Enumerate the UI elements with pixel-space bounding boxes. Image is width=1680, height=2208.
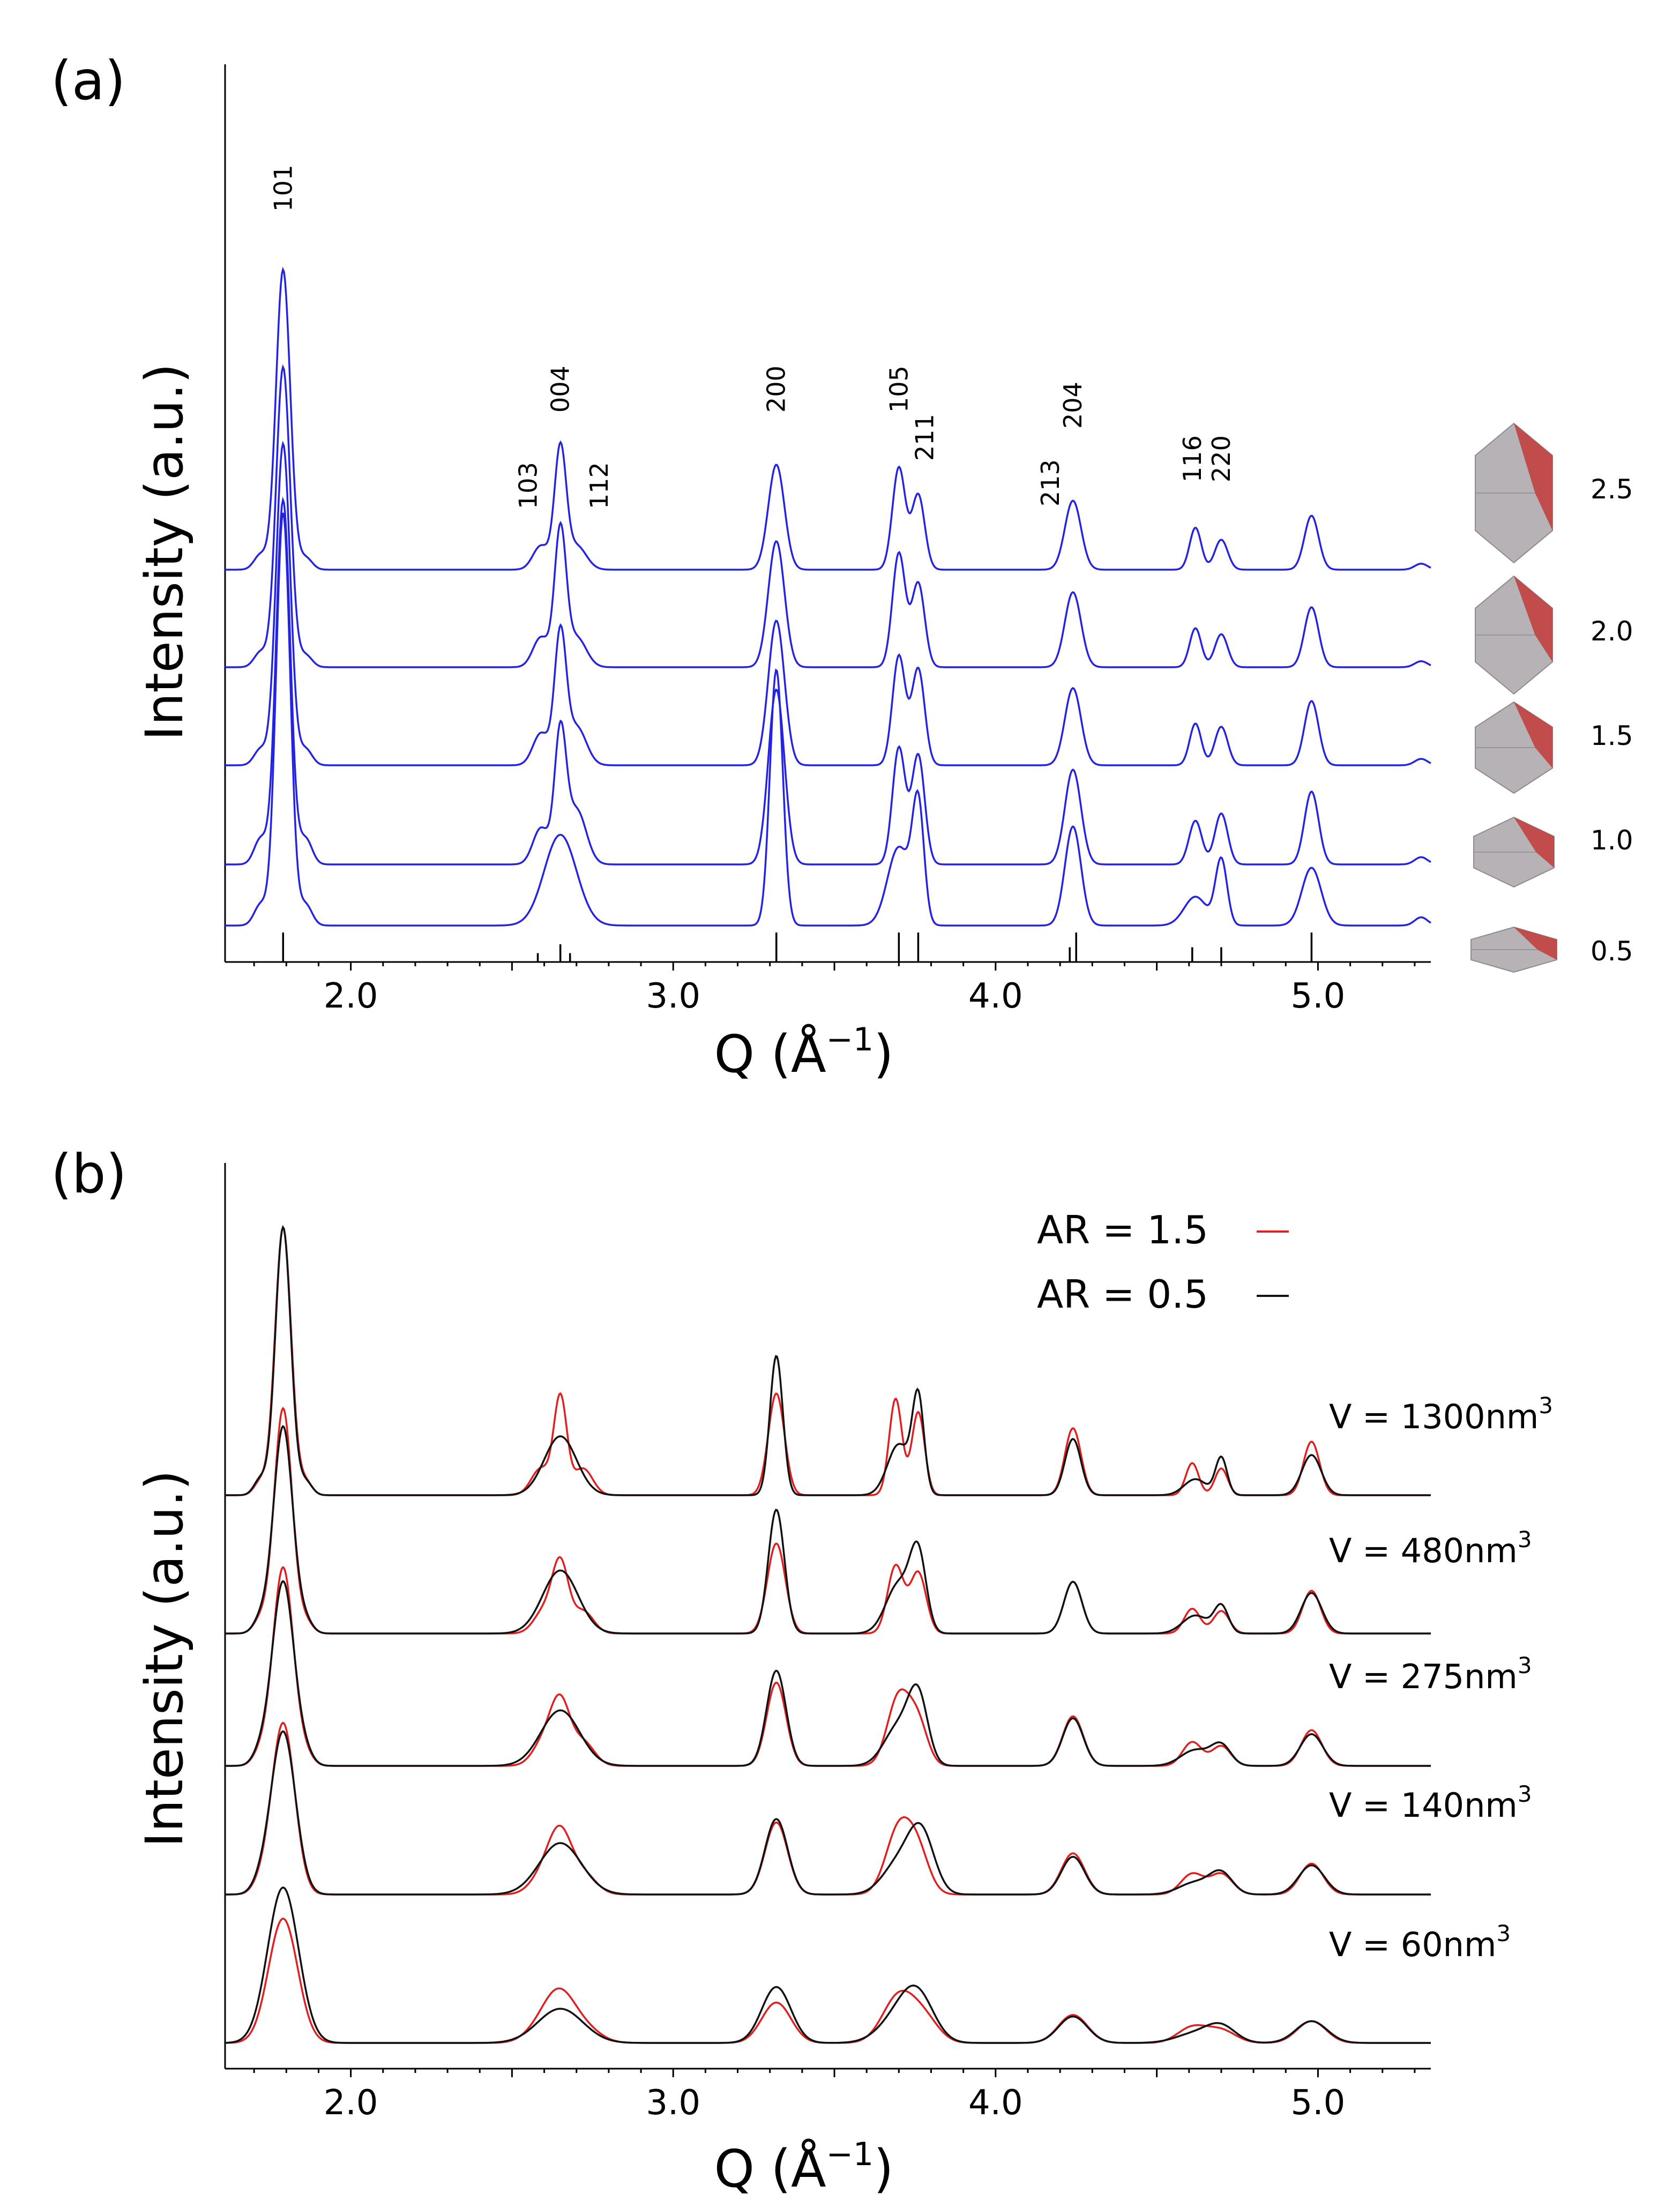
panel-b-x-tick-label: 4.0 [968,2083,1023,2123]
hkl-label: 116 [1178,435,1207,482]
hkl-label: 213 [1036,459,1065,506]
pattern-line-ar-1.0 [225,496,1431,866]
ar-label: 1.5 [1591,720,1633,751]
panel-b-ylabel: Intensity (a.u.) [135,1470,195,1847]
crystal-shape-ar-2.0 [1475,575,1553,695]
panel-a-x-tick-label: 5.0 [1291,976,1346,1016]
pattern-line-ar-1.5 [225,441,1431,766]
crystal-shape-ar-0.5 [1470,926,1557,973]
panel-a: (a) Intensity (a.u.) 2.0 3.0 4.0 5.0 101 103… [51,49,1633,1084]
panel-a-x-tick-label: 3.0 [646,976,700,1016]
volume-label: V = 140nm3 [1329,1781,1532,1825]
pattern-line-ar15-group-1 [225,1225,1431,1496]
pattern-line-ar05-group-1 [225,1225,1431,1496]
legend: AR = 1.5 AR = 0.5 [1037,1207,1289,1317]
panel-b-x-tick-label: 3.0 [646,2083,700,2123]
crystal-shape-ar-1.0 [1473,816,1555,888]
volume-label: V = 1300nm3 [1329,1392,1553,1436]
pattern-line-ar15-group-5 [225,1918,1431,2044]
volume-label: V = 480nm3 [1329,1526,1532,1570]
hkl-label: 211 [910,414,939,461]
hkl-label: 204 [1058,382,1087,429]
crystal-shape-ar-1.5 [1475,701,1553,794]
hkl-label: 105 [884,365,913,413]
pattern-line-ar15-group-2 [225,1406,1431,1635]
panel-a-x-tick-label: 2.0 [324,976,378,1016]
legend-label-ar15: AR = 1.5 [1037,1207,1208,1252]
panel-b-x-tick-label: 2.0 [324,2083,378,2123]
hkl-label: 200 [762,365,791,413]
ar-label: 0.5 [1591,936,1633,967]
panel-b-xlabel: Q (Å−1) [714,2136,893,2199]
pattern-line-ar15-group-3 [225,1566,1431,1767]
legend-label-ar05: AR = 0.5 [1037,1272,1208,1317]
hkl-label: 004 [546,365,575,413]
ar-label: 1.0 [1591,825,1633,856]
pattern-line-ar-2.0 [225,364,1431,668]
panel-b-x-tick-label: 5.0 [1291,2083,1346,2123]
panel-a-xlabel: Q (Å−1) [714,1021,893,1084]
ar-label: 2.5 [1591,474,1633,505]
pattern-line-ar05-group-3 [225,1580,1431,1767]
crystal-shape-ar-2.5 [1475,422,1553,564]
panel-a-label: (a) [51,49,125,112]
panel-a-ylabel: Intensity (a.u.) [135,363,195,741]
hkl-label: 101 [268,165,297,212]
ar-label: 2.0 [1591,616,1633,647]
hkl-label: 112 [585,462,614,509]
pattern-line-ar05-group-4 [225,1730,1431,1896]
panel-b: (b) Intensity (a.u.) 2.0 3.0 4.0 5.0 V = 13… [51,1143,1553,2199]
pattern-line-ar-2.5 [225,266,1431,571]
pattern-line-ar05-group-5 [225,1886,1431,2044]
hkl-label: 220 [1207,435,1236,482]
volume-label: V = 60nm3 [1329,1920,1511,1964]
pattern-line-ar15-group-4 [225,1721,1431,1896]
pattern-line-ar05-group-2 [225,1424,1431,1635]
volume-label: V = 275nm3 [1329,1652,1532,1696]
panel-b-label: (b) [51,1143,127,1205]
panel-a-x-tick-label: 4.0 [968,976,1023,1016]
hkl-label: 103 [514,462,543,509]
pattern-line-ar-0.5 [225,512,1431,927]
